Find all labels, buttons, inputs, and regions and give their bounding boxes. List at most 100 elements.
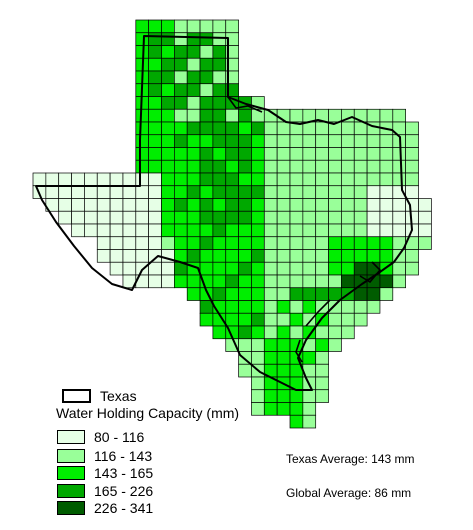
grid-cell	[251, 325, 265, 340]
grid-cell	[148, 147, 162, 161]
grid-cell	[199, 185, 214, 199]
grid-cell	[161, 121, 175, 136]
grid-cell	[289, 414, 304, 429]
grid-cell	[341, 261, 355, 276]
grid-cell	[353, 249, 368, 263]
legend-swatch-2	[57, 466, 85, 480]
grid-cell	[289, 159, 304, 174]
grid-cell	[366, 198, 381, 212]
grid-cell	[186, 274, 201, 289]
grid-cell	[276, 351, 291, 365]
grid-cell	[58, 185, 72, 199]
grid-cell	[186, 159, 201, 174]
grid-cell	[148, 96, 162, 110]
grid-cell	[366, 287, 381, 301]
grid-cell	[315, 236, 329, 250]
grid-cell	[353, 134, 368, 148]
grid-cell	[186, 83, 201, 97]
grid-cell	[109, 172, 124, 187]
coastline-detail	[227, 96, 382, 363]
grid-cell	[379, 185, 394, 199]
grid-cell	[225, 121, 239, 136]
grid-cell	[174, 172, 188, 187]
grid-cell	[315, 159, 329, 174]
grid-cell	[353, 185, 368, 199]
grid-cell	[212, 236, 227, 250]
grid-cell	[405, 185, 419, 199]
grid-cell	[366, 134, 381, 148]
grid-cell	[174, 96, 188, 110]
grid-cell	[58, 198, 72, 212]
grid-cell	[263, 210, 278, 225]
grid-cell	[405, 147, 419, 161]
grid-cell	[174, 159, 188, 174]
grid-cell	[379, 172, 394, 187]
grid-cell	[122, 223, 137, 238]
legend-outline-row: Texas	[62, 388, 137, 404]
grid-cell	[238, 249, 252, 263]
grid-cell	[392, 147, 406, 161]
grid-cell	[109, 249, 124, 263]
grid-cell	[174, 147, 188, 161]
grid-cell	[251, 261, 265, 276]
grid-cell	[148, 83, 162, 97]
grid-cell	[71, 172, 85, 187]
grid-cell	[199, 223, 214, 238]
grid-cell	[263, 300, 278, 314]
grid-cell	[199, 236, 214, 250]
grid-cell	[212, 249, 227, 263]
grid-cell	[148, 57, 162, 72]
grid-cell	[96, 185, 111, 199]
grid-cell	[392, 172, 406, 187]
grid-cell	[174, 32, 188, 46]
grid-cell	[109, 261, 124, 276]
grid-cell	[328, 325, 342, 340]
texas-average-text: Texas Average: 143 mm	[286, 452, 415, 466]
grid-cell	[276, 172, 291, 187]
grid-cell	[353, 300, 368, 314]
grid-cell	[315, 198, 329, 212]
grid-cell	[186, 249, 201, 263]
grid-cell	[341, 134, 355, 148]
grid-cell	[225, 261, 239, 276]
grid-cell	[238, 300, 252, 314]
grid-cell	[289, 223, 304, 238]
grid-cell	[84, 210, 98, 225]
grid-cell	[276, 338, 291, 352]
grid-cell	[353, 287, 368, 301]
grid-cell	[328, 185, 342, 199]
grid-cell	[263, 134, 278, 148]
grid-cell	[289, 185, 304, 199]
grid-cell	[161, 57, 175, 72]
grid-cell	[161, 210, 175, 225]
grid-cell	[366, 172, 381, 187]
grid-cell	[315, 363, 329, 378]
grid-cell	[212, 261, 227, 276]
grid-cell	[199, 147, 214, 161]
grid-cell	[315, 261, 329, 276]
grid-cell	[263, 261, 278, 276]
grid-cell	[109, 210, 124, 225]
grid-cell	[225, 108, 239, 123]
grid-cell	[263, 121, 278, 136]
grid-cell	[251, 236, 265, 250]
grid-cell	[328, 198, 342, 212]
grid-cell	[276, 287, 291, 301]
grid-cell	[276, 159, 291, 174]
grid-cell	[135, 108, 150, 123]
legend-class-2: 143 - 165	[57, 465, 153, 481]
grid-cell	[405, 249, 419, 263]
grid-cell	[161, 261, 175, 276]
grid-cell	[174, 83, 188, 97]
grid-cell	[263, 287, 278, 301]
grid-cell	[148, 223, 162, 238]
grid-cell	[251, 172, 265, 187]
grid-cell	[353, 159, 368, 174]
grid-cell	[238, 121, 252, 136]
legend-outline-label: Texas	[100, 388, 137, 404]
grid-cell	[302, 287, 317, 301]
grid-cell	[263, 312, 278, 327]
grid-cell	[174, 236, 188, 250]
grid-cell	[328, 261, 342, 276]
grid-cell	[302, 261, 317, 276]
